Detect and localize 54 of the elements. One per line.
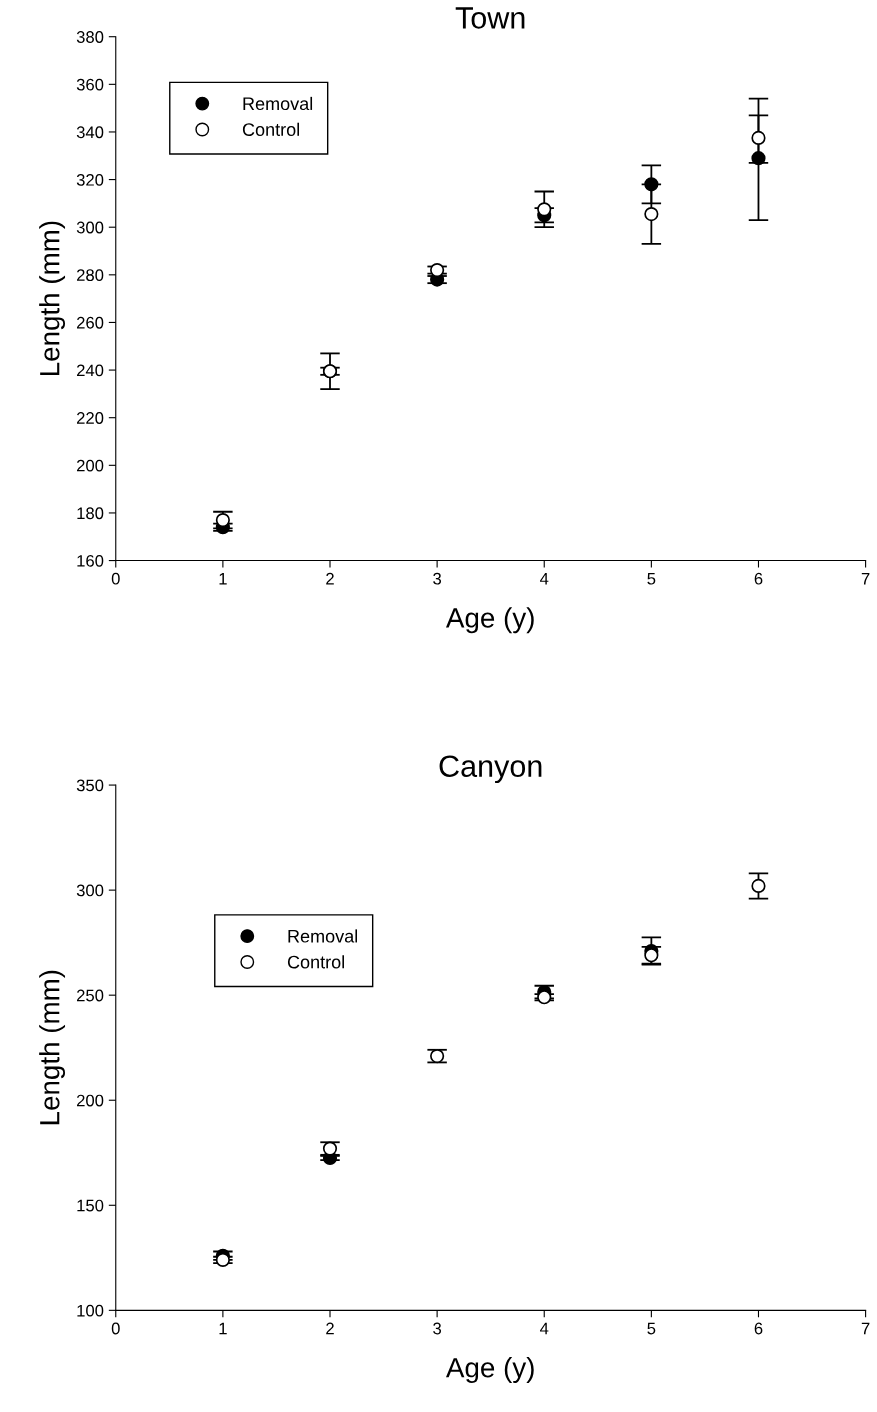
x-axis-title: Age (y) [445, 1357, 534, 1384]
y-tick-label: 320 [76, 173, 104, 186]
y-tick-label: 340 [76, 126, 104, 139]
point [644, 177, 659, 192]
x-tick-label: 2 [326, 572, 334, 585]
y-tick-label: 200 [76, 1094, 104, 1107]
x-tick-label: 7 [861, 1322, 870, 1335]
x-tick-label: 7 [861, 572, 870, 585]
x-axis-title: Age (y) [445, 607, 534, 634]
x-tick-label: 2 [326, 1322, 334, 1335]
y-tick-label: 160 [77, 554, 104, 567]
point [751, 130, 766, 145]
point [537, 202, 552, 217]
legend-label: Removal [243, 96, 313, 111]
point [430, 262, 445, 278]
x-tick-label: 0 [111, 1322, 120, 1335]
y-tick-label: 100 [77, 1304, 104, 1317]
x-tick-label: 5 [647, 1322, 656, 1335]
legend-label: Control [242, 122, 299, 136]
y-tick-label: 300 [76, 221, 104, 234]
chart-title: Town [455, 7, 525, 29]
x-tick-label: 1 [219, 1322, 227, 1335]
y-tick-label: 260 [76, 316, 104, 329]
legend-label: Control [287, 955, 344, 969]
legend-label: Removal [288, 929, 358, 943]
y-tick-label: 240 [76, 364, 104, 377]
point [751, 878, 766, 894]
point [215, 1252, 230, 1267]
x-tick-label: 3 [433, 1322, 442, 1335]
x-tick-label: 6 [754, 572, 763, 585]
y-tick-label: 220 [76, 412, 104, 424]
y-axis-title: Length (mm) [39, 221, 66, 376]
y-tick-label: 350 [76, 779, 104, 792]
x-tick-label: 3 [433, 572, 442, 585]
y-axis-title: Length (mm) [39, 970, 66, 1125]
x-tick-label: 5 [647, 572, 656, 585]
x-tick-label: 4 [539, 1322, 549, 1335]
x-tick-label: 0 [111, 572, 120, 585]
x-tick-label: 6 [754, 1322, 763, 1335]
point [751, 151, 766, 166]
x-tick-label: 4 [539, 572, 549, 585]
y-tick-label: 280 [76, 269, 104, 282]
y-tick-label: 360 [76, 78, 104, 91]
chart-title: Canyon [439, 755, 542, 784]
y-tick-label: 200 [76, 459, 104, 472]
point [430, 1049, 445, 1064]
point [644, 207, 659, 222]
y-tick-label: 250 [76, 989, 104, 1002]
y-tick-label: 180 [77, 507, 104, 520]
point [537, 990, 552, 1005]
x-tick-label: 1 [219, 572, 227, 585]
y-tick-label: 380 [76, 31, 104, 43]
y-tick-label: 300 [76, 884, 104, 897]
y-tick-label: 150 [77, 1199, 104, 1212]
